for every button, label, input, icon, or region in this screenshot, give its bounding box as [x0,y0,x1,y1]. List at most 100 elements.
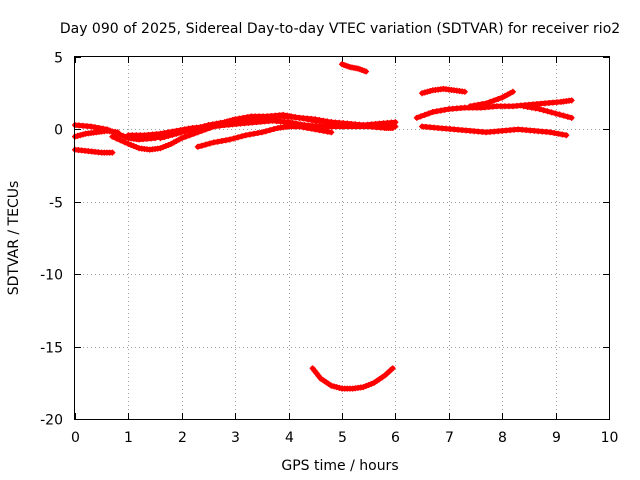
data-point [528,104,535,111]
data-point [483,100,490,107]
data-point [178,135,185,142]
data-point [433,108,440,115]
data-point [221,119,228,126]
x-tick-label: 5 [338,430,347,446]
data-point [193,125,200,132]
x-tick-label: 6 [391,430,400,446]
data-point [419,90,426,97]
x-tick-label: 10 [601,430,619,446]
data-point [280,111,287,118]
data-point [117,137,124,144]
data-point [177,129,184,136]
data-point [487,98,494,105]
data-point [242,132,249,139]
data-point [224,118,231,125]
data-point [236,115,243,122]
data-point [461,88,468,95]
data-point [308,116,315,123]
data-point [417,113,424,120]
data-point [296,114,303,121]
data-point [547,129,554,136]
data-point [232,116,239,123]
series-arc-9 [339,61,370,75]
data-point [556,111,563,118]
data-point [189,126,196,133]
data-point [392,123,399,130]
x-tick-label: 9 [552,430,561,446]
data-point [130,143,137,150]
data-point [226,136,233,143]
data-point [559,131,566,138]
data-point [114,129,121,136]
data-point [120,132,127,139]
series-arc-15 [520,103,575,121]
data-point [213,120,220,127]
data-point [316,127,323,134]
axis-ticks: 0 1 2 3 4 5 6 7 8 9 10 -20 -15 -10 -5 0 5 [40,51,618,447]
data-point [266,127,273,134]
data-point [524,103,531,110]
data-point [248,116,255,123]
data-point [165,141,172,148]
series-arc-14 [467,88,516,110]
data-point [206,140,213,147]
data-point [548,109,555,116]
data-point [568,97,575,104]
data-point [88,123,95,130]
y-tick-label: 5 [54,51,63,67]
data-point [157,145,164,152]
data-point [226,117,233,124]
data-point [222,137,229,144]
data-point [246,131,253,138]
data-point [532,105,539,112]
data-point [161,134,168,141]
data-point [551,130,558,137]
data-point [288,113,295,120]
data-point [296,123,303,130]
data-point [495,95,502,102]
series-arc-8 [248,111,399,130]
x-tick-label: 0 [71,430,80,446]
series-arc-10 [309,365,396,392]
data-point [328,129,335,136]
data-point [333,384,340,391]
x-tick-label: 3 [231,430,240,446]
data-point [258,129,265,136]
data-point [256,114,263,121]
data-point [92,124,99,131]
data-point [240,114,247,121]
data-point [202,141,209,148]
data-point [210,139,217,146]
data-point [133,144,140,151]
data-point [229,116,236,123]
data-point [201,123,208,130]
data-point [121,139,128,146]
data-point [262,128,269,135]
series-arc-12 [419,85,468,97]
data-point [509,88,516,95]
data-point [109,149,116,156]
data-point [162,143,169,150]
x-tick-label: 7 [445,430,454,446]
data-point [284,112,291,119]
data-series [72,61,575,392]
data-point [209,121,216,128]
data-point [234,134,241,141]
x-tick-label: 2 [178,430,187,446]
x-tick-label: 4 [285,430,294,446]
y-tick-label: -15 [40,341,63,357]
data-point [190,130,197,137]
data-point [429,109,436,116]
data-point [218,137,225,144]
data-point [475,101,482,108]
data-point [363,383,370,390]
chart-title: Day 090 of 2025, Sidereal Day-to-day VTE… [60,21,620,37]
data-point [165,132,172,139]
data-point [185,127,192,134]
x-tick-label: 8 [498,430,507,446]
data-point [300,124,307,131]
data-point [560,112,567,119]
y-tick-label: -10 [40,268,63,284]
data-point [244,114,251,121]
x-tick-label: 1 [124,430,133,446]
